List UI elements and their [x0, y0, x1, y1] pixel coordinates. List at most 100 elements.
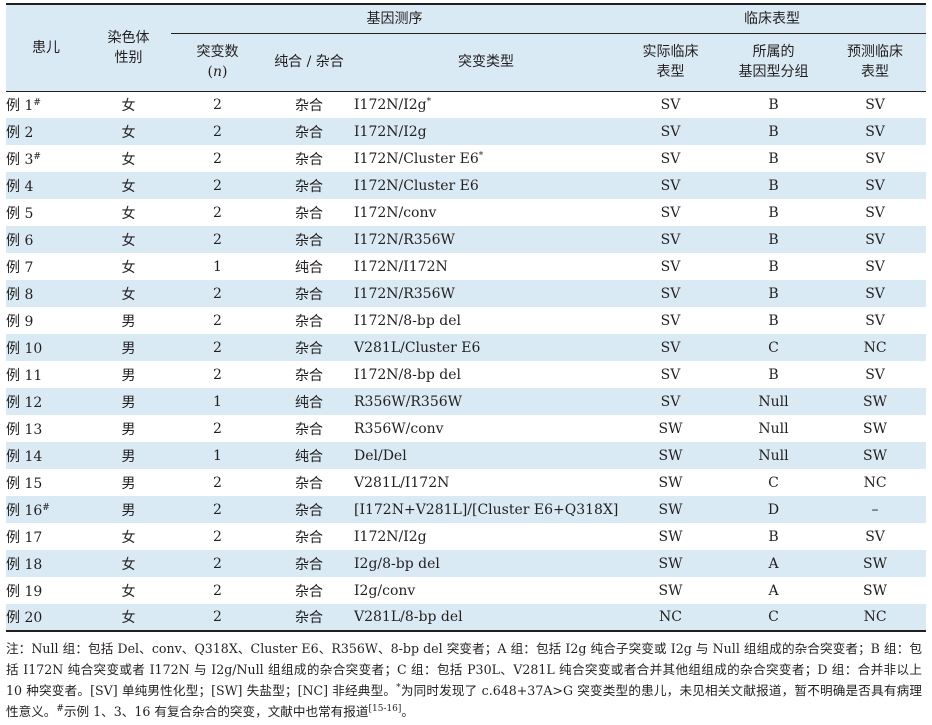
- header-mutation-type: 突变类型: [354, 33, 619, 92]
- cell-mutation-type-text: R356W/conv: [354, 420, 444, 437]
- cell-case: 例 8: [6, 280, 86, 307]
- cell-zygosity-text: 杂合: [295, 421, 323, 438]
- cell-actual-phenotype-text: SW: [658, 447, 683, 464]
- cell-genotype-group-text: D: [767, 501, 780, 518]
- cell-actual-phenotype: SV: [618, 226, 724, 253]
- cell-predicted-phenotype: –: [824, 496, 927, 523]
- cell-mutation-count-text: 2: [213, 177, 222, 194]
- cell-zygosity: 杂合: [264, 91, 354, 118]
- cell-genotype-group: Null: [723, 442, 825, 469]
- table-row: 例 8 女 2 杂合 I172N/R356W SV B SV: [6, 280, 927, 307]
- cell-zygosity-text: 杂合: [295, 97, 323, 114]
- cell-case: 例 4: [6, 172, 86, 199]
- cell-mutation-count-text: 1: [213, 393, 222, 410]
- header-sex-line2: 性别: [114, 49, 143, 66]
- cell-mutation-count: 1: [171, 253, 264, 280]
- cell-zygosity-text: 杂合: [295, 502, 323, 519]
- header-pred-line1: 预测临床: [847, 44, 904, 60]
- cell-mutation-type-text: I172N/8-bp del: [354, 366, 461, 383]
- cell-genotype-group: A: [723, 550, 825, 577]
- header-row-top: 患儿 染色体 性别 基因测序 临床表型: [6, 4, 927, 92]
- cell-actual-phenotype: SV: [618, 172, 724, 199]
- cell-genotype-group: B: [723, 199, 824, 226]
- cell-mutation-count: 2: [171, 604, 264, 632]
- cell-sex-text: 女: [121, 286, 136, 303]
- cell-predicted-phenotype-text: SV: [865, 123, 885, 140]
- table-footnote: 注：Null 组：包括 Del、conv、Q318X、Cluster E6、R3…: [6, 638, 922, 722]
- cell-mutation-type: V281L/Cluster E6: [354, 334, 619, 361]
- cell-sex: 男: [86, 388, 171, 415]
- cell-predicted-phenotype: SV: [824, 199, 926, 226]
- cell-actual-phenotype-text: SV: [660, 285, 681, 302]
- cell-predicted-phenotype-text: SV: [865, 366, 885, 383]
- cell-genotype-group-text: B: [768, 96, 779, 113]
- cell-mutation-count: 2: [171, 145, 264, 172]
- cell-actual-phenotype-text: SV: [660, 312, 681, 329]
- cell-case: 例 11: [6, 361, 86, 388]
- cell-actual-phenotype-text: SV: [660, 204, 681, 221]
- cell-mutation-count-text: 2: [213, 366, 222, 383]
- cell-sex-text: 女: [121, 232, 136, 249]
- cell-sex: 男: [86, 307, 171, 334]
- cell-case: 例 16#: [6, 496, 86, 523]
- cell-zygosity-text: 杂合: [295, 151, 323, 168]
- header-group-line1: 所属的: [752, 44, 795, 60]
- cell-mutation-count: 2: [171, 280, 264, 307]
- cell-genotype-group: B: [723, 91, 824, 118]
- cell-mutation-type-text: R356W/R356W: [354, 393, 463, 410]
- cell-genotype-group-text: B: [768, 231, 779, 248]
- cell-predicted-phenotype: SV: [824, 145, 926, 172]
- header-zygosity: 纯合 / 杂合: [264, 33, 354, 92]
- cell-genotype-group: Null: [723, 415, 824, 442]
- footnote-end: 。: [401, 704, 415, 719]
- cell-mutation-count: 2: [171, 496, 264, 523]
- cell-zygosity: 杂合: [264, 145, 354, 172]
- cell-actual-phenotype-text: NC: [659, 609, 683, 625]
- cell-actual-phenotype-text: SV: [660, 393, 681, 410]
- cell-sex-text: 女: [121, 178, 136, 195]
- header-patient-text: 患儿: [32, 39, 60, 56]
- table-body: 例 1# 女 2 杂合 I172N/I2g* SV B SV 例 2 女 2 杂合 I172N/I2g S…: [6, 91, 927, 632]
- cell-predicted-phenotype-text: NC: [863, 609, 887, 625]
- cell-sex: 女: [86, 253, 171, 280]
- cell-case: 例 12: [6, 388, 86, 415]
- cell-mutation-count: 2: [171, 91, 264, 118]
- cell-mutation-type: I172N/Cluster E6*: [354, 145, 618, 172]
- cell-mutation-count: 1: [171, 442, 264, 469]
- cell-zygosity: 纯合: [264, 388, 354, 415]
- cell-actual-phenotype: SW: [618, 577, 723, 604]
- cell-case-text: 例 8: [6, 286, 34, 303]
- cell-genotype-group-text: Null: [758, 420, 789, 437]
- footnote-hash-text: 示例 1、3、16 有复合杂合的突变，文献中也常有报道: [63, 704, 369, 719]
- cell-mutation-count-text: 2: [213, 150, 222, 167]
- cell-mutation-type-text: I172N/R356W: [354, 231, 455, 248]
- cell-predicted-phenotype-text: SV: [865, 258, 885, 275]
- cell-mutation-type: [I172N+V281L]/[Cluster E6+Q318X]*: [354, 496, 619, 523]
- cell-sex-text: 男: [121, 502, 136, 519]
- header-gene-sequencing: 基因测序: [171, 4, 619, 34]
- cell-predicted-phenotype: SV: [824, 280, 927, 307]
- cell-predicted-phenotype: SV: [824, 226, 927, 253]
- cell-sex: 女: [86, 280, 171, 307]
- cell-predicted-phenotype-text: NC: [863, 339, 887, 356]
- cell-sex-text: 男: [121, 367, 136, 384]
- cell-sex-text: 男: [121, 340, 136, 357]
- cell-case-text: 例 6: [6, 232, 34, 249]
- header-count-line1: 突变数: [196, 44, 239, 60]
- cell-actual-phenotype-text: SV: [660, 177, 681, 194]
- cell-mutation-count: 2: [171, 523, 264, 550]
- cell-mutation-count-text: 2: [213, 501, 222, 518]
- cell-mutation-type: I172N/I2g: [354, 118, 619, 145]
- cell-genotype-group-text: B: [768, 204, 779, 221]
- footnote-reference: [15-16]: [368, 704, 402, 714]
- cell-zygosity: 杂合: [264, 361, 354, 388]
- cell-zygosity-text: 纯合: [295, 394, 323, 411]
- cell-genotype-group: B: [723, 307, 824, 334]
- cell-mutation-type-text: I172N/I2g: [354, 123, 427, 140]
- cell-predicted-phenotype: SV: [824, 253, 926, 280]
- cell-genotype-group-text: B: [768, 285, 779, 302]
- header-actual-line1: 实际临床: [642, 44, 699, 60]
- cell-actual-phenotype-text: SW: [658, 528, 683, 545]
- cell-mutation-count-text: 2: [213, 339, 222, 356]
- cell-mutation-count-text: 2: [213, 528, 222, 545]
